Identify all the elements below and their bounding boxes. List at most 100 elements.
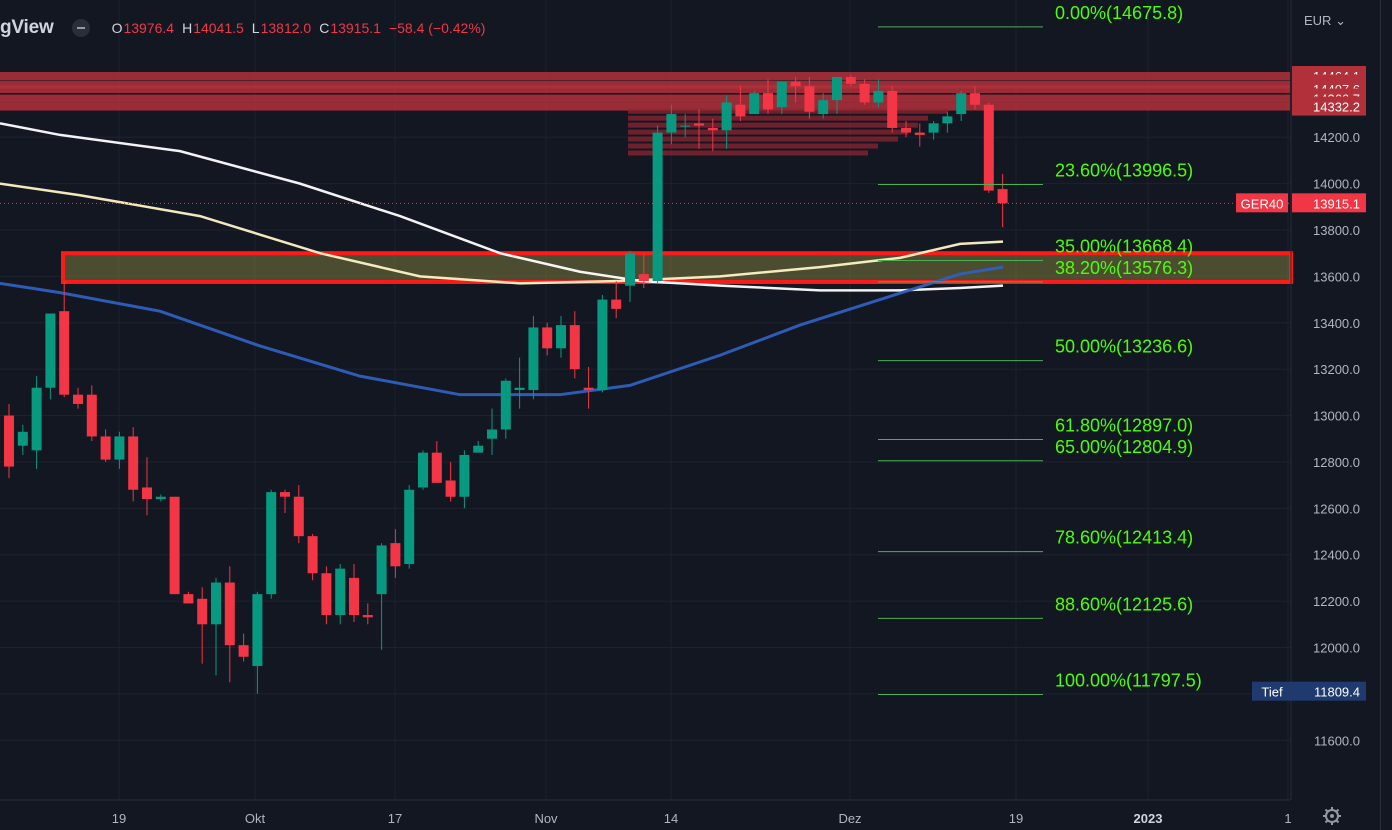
candle xyxy=(680,114,691,138)
candle xyxy=(224,566,235,683)
candle-body xyxy=(956,93,967,115)
candle-body xyxy=(514,387,525,391)
tradingview-logo: gView xyxy=(0,17,54,38)
candle-body xyxy=(293,496,304,537)
candle xyxy=(4,403,14,479)
candle-body xyxy=(914,132,925,135)
time-tick-label: 2023 xyxy=(1134,811,1163,826)
candle xyxy=(625,250,635,302)
candle-body xyxy=(459,454,470,497)
fib-label: 0.00%(14675.8) xyxy=(1055,3,1183,23)
visibility-toggle-icon[interactable] xyxy=(71,19,90,37)
candle xyxy=(59,281,70,397)
price-tick-label: 13600.0 xyxy=(1313,269,1360,284)
time-tick-label: Nov xyxy=(534,811,558,826)
right-toolbar xyxy=(1380,0,1392,830)
last-price-tag xyxy=(1292,193,1366,213)
close-value: 13915.1 xyxy=(330,20,381,36)
candle xyxy=(611,281,622,319)
candle xyxy=(280,489,290,513)
candle xyxy=(45,313,56,400)
candle-body xyxy=(790,81,801,87)
candle xyxy=(832,76,842,115)
price-tick-label: 12000.0 xyxy=(1313,640,1360,655)
price-tick-label: 12200.0 xyxy=(1313,594,1360,609)
candle-body xyxy=(155,496,166,500)
candle xyxy=(569,311,580,379)
candle-body xyxy=(431,452,442,483)
candle xyxy=(335,563,346,625)
candle-body xyxy=(625,253,635,286)
open-value: 13976.4 xyxy=(123,20,175,36)
candle-body xyxy=(17,431,28,446)
moving-average-line xyxy=(0,122,1004,292)
candle xyxy=(183,591,194,604)
volume-profile-bar xyxy=(628,129,908,135)
resistance-zones xyxy=(0,71,1290,111)
candle xyxy=(790,76,801,103)
candle xyxy=(431,441,442,483)
time-tick-label: Dez xyxy=(838,811,861,826)
change-value: −58.4 (−0.42%) xyxy=(388,20,486,36)
moving-average-line xyxy=(0,265,1004,397)
low-tag-label: Tief xyxy=(1261,685,1283,700)
candle-body xyxy=(776,81,787,108)
candle-body xyxy=(556,325,566,349)
candle-body xyxy=(652,132,663,282)
candle-body xyxy=(707,127,718,131)
candle-body xyxy=(597,299,608,391)
candle xyxy=(901,121,911,138)
candle xyxy=(376,543,387,650)
time-tick-label: 19 xyxy=(1009,811,1023,826)
candle-body xyxy=(901,127,911,133)
close-key: C xyxy=(319,20,330,36)
candle-body xyxy=(721,102,732,131)
candle-body xyxy=(197,598,208,625)
candle-body xyxy=(845,76,856,84)
candle-body xyxy=(128,436,139,490)
candle-body xyxy=(500,380,511,430)
candle xyxy=(749,90,760,115)
candle-body xyxy=(832,76,842,101)
open-key: O xyxy=(111,20,123,36)
candle xyxy=(17,424,28,455)
gear-icon[interactable] xyxy=(1322,806,1342,826)
candle-body xyxy=(169,496,180,595)
candle xyxy=(914,123,925,147)
low-value: 13812.0 xyxy=(260,20,312,36)
resistance-band xyxy=(0,80,1290,89)
candle-body xyxy=(114,436,125,460)
currency-selector[interactable]: EUR ⌄ xyxy=(1304,13,1346,29)
candle xyxy=(928,121,939,140)
high-value: 14041.5 xyxy=(193,20,244,36)
volume-profile-bar xyxy=(628,115,928,121)
candle xyxy=(542,322,553,356)
candle xyxy=(583,366,594,409)
high-key: H xyxy=(182,20,193,36)
candle xyxy=(983,102,994,193)
candle xyxy=(666,104,677,145)
fib-label: 78.60%(12413.4) xyxy=(1055,528,1193,548)
price-tick-label: 12400.0 xyxy=(1313,548,1360,563)
candle xyxy=(638,253,649,288)
candle-body xyxy=(694,123,704,126)
candle-body xyxy=(487,429,497,439)
candle-body xyxy=(983,104,994,191)
time-tick-label: 1 xyxy=(1284,811,1291,826)
candle-body xyxy=(238,645,249,657)
candle-body xyxy=(569,325,580,370)
fib-label: 88.60%(12125.6) xyxy=(1055,594,1193,614)
candle-body xyxy=(4,415,14,467)
candle xyxy=(404,485,415,569)
candle-body xyxy=(59,311,70,395)
candle-body xyxy=(321,573,332,616)
candle xyxy=(942,111,953,133)
candle xyxy=(293,485,304,544)
candle xyxy=(997,174,1008,228)
volume-profile-bar xyxy=(628,108,948,114)
fib-label: 38.20%(13576.3) xyxy=(1055,258,1193,278)
candle-body xyxy=(404,489,415,564)
candle-body xyxy=(45,313,56,388)
resistance-band xyxy=(0,94,1290,103)
